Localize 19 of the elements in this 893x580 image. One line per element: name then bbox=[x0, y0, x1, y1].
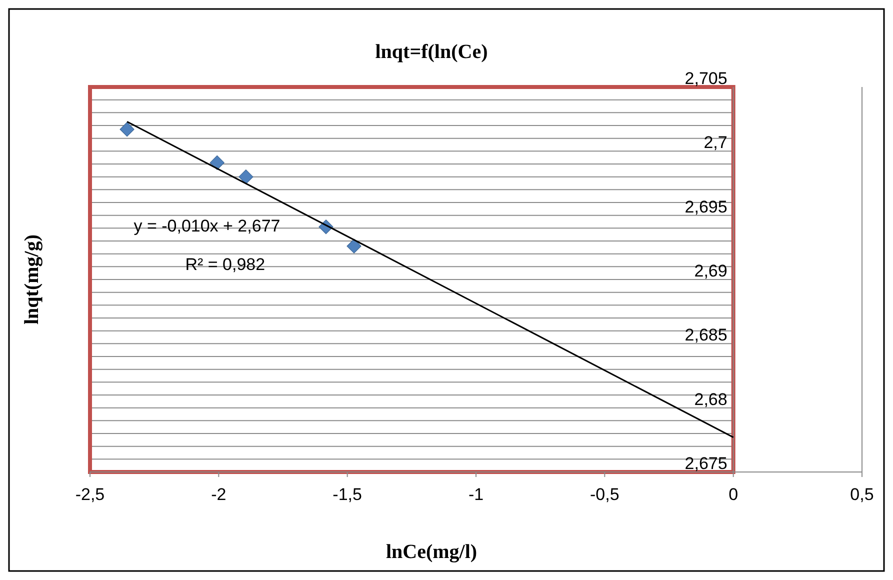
x-tick-label: -2,5 bbox=[75, 485, 105, 504]
y-tick-label: 2,695 bbox=[684, 197, 728, 216]
y-tick-label: 2,675 bbox=[684, 454, 728, 473]
x-tick-label: -1,5 bbox=[332, 485, 362, 504]
x-tick-label: 0,5 bbox=[850, 485, 874, 504]
y-tick-label: 2,68 bbox=[694, 390, 728, 409]
x-tick-label: -0,5 bbox=[590, 485, 620, 504]
x-tick-label: 0 bbox=[728, 485, 738, 504]
y-tick-label: 2,705 bbox=[684, 69, 728, 88]
chart-title: lnqt=f(ln(Ce) bbox=[375, 41, 488, 63]
y-tick-label: 2,7 bbox=[704, 133, 728, 152]
annotation: R² = 0,982 bbox=[185, 255, 266, 274]
x-tick-label: -1 bbox=[468, 485, 484, 504]
y-tick-label: 2,685 bbox=[684, 326, 728, 345]
x-axis-title: lnCe(mg/l) bbox=[386, 541, 478, 563]
y-tick-label: 2,69 bbox=[694, 262, 728, 280]
annotation: y = -0,010x + 2,677 bbox=[134, 216, 280, 236]
y-axis-title: lnqt(mg/g) bbox=[21, 234, 43, 324]
x-tick-label: -2 bbox=[211, 485, 226, 504]
